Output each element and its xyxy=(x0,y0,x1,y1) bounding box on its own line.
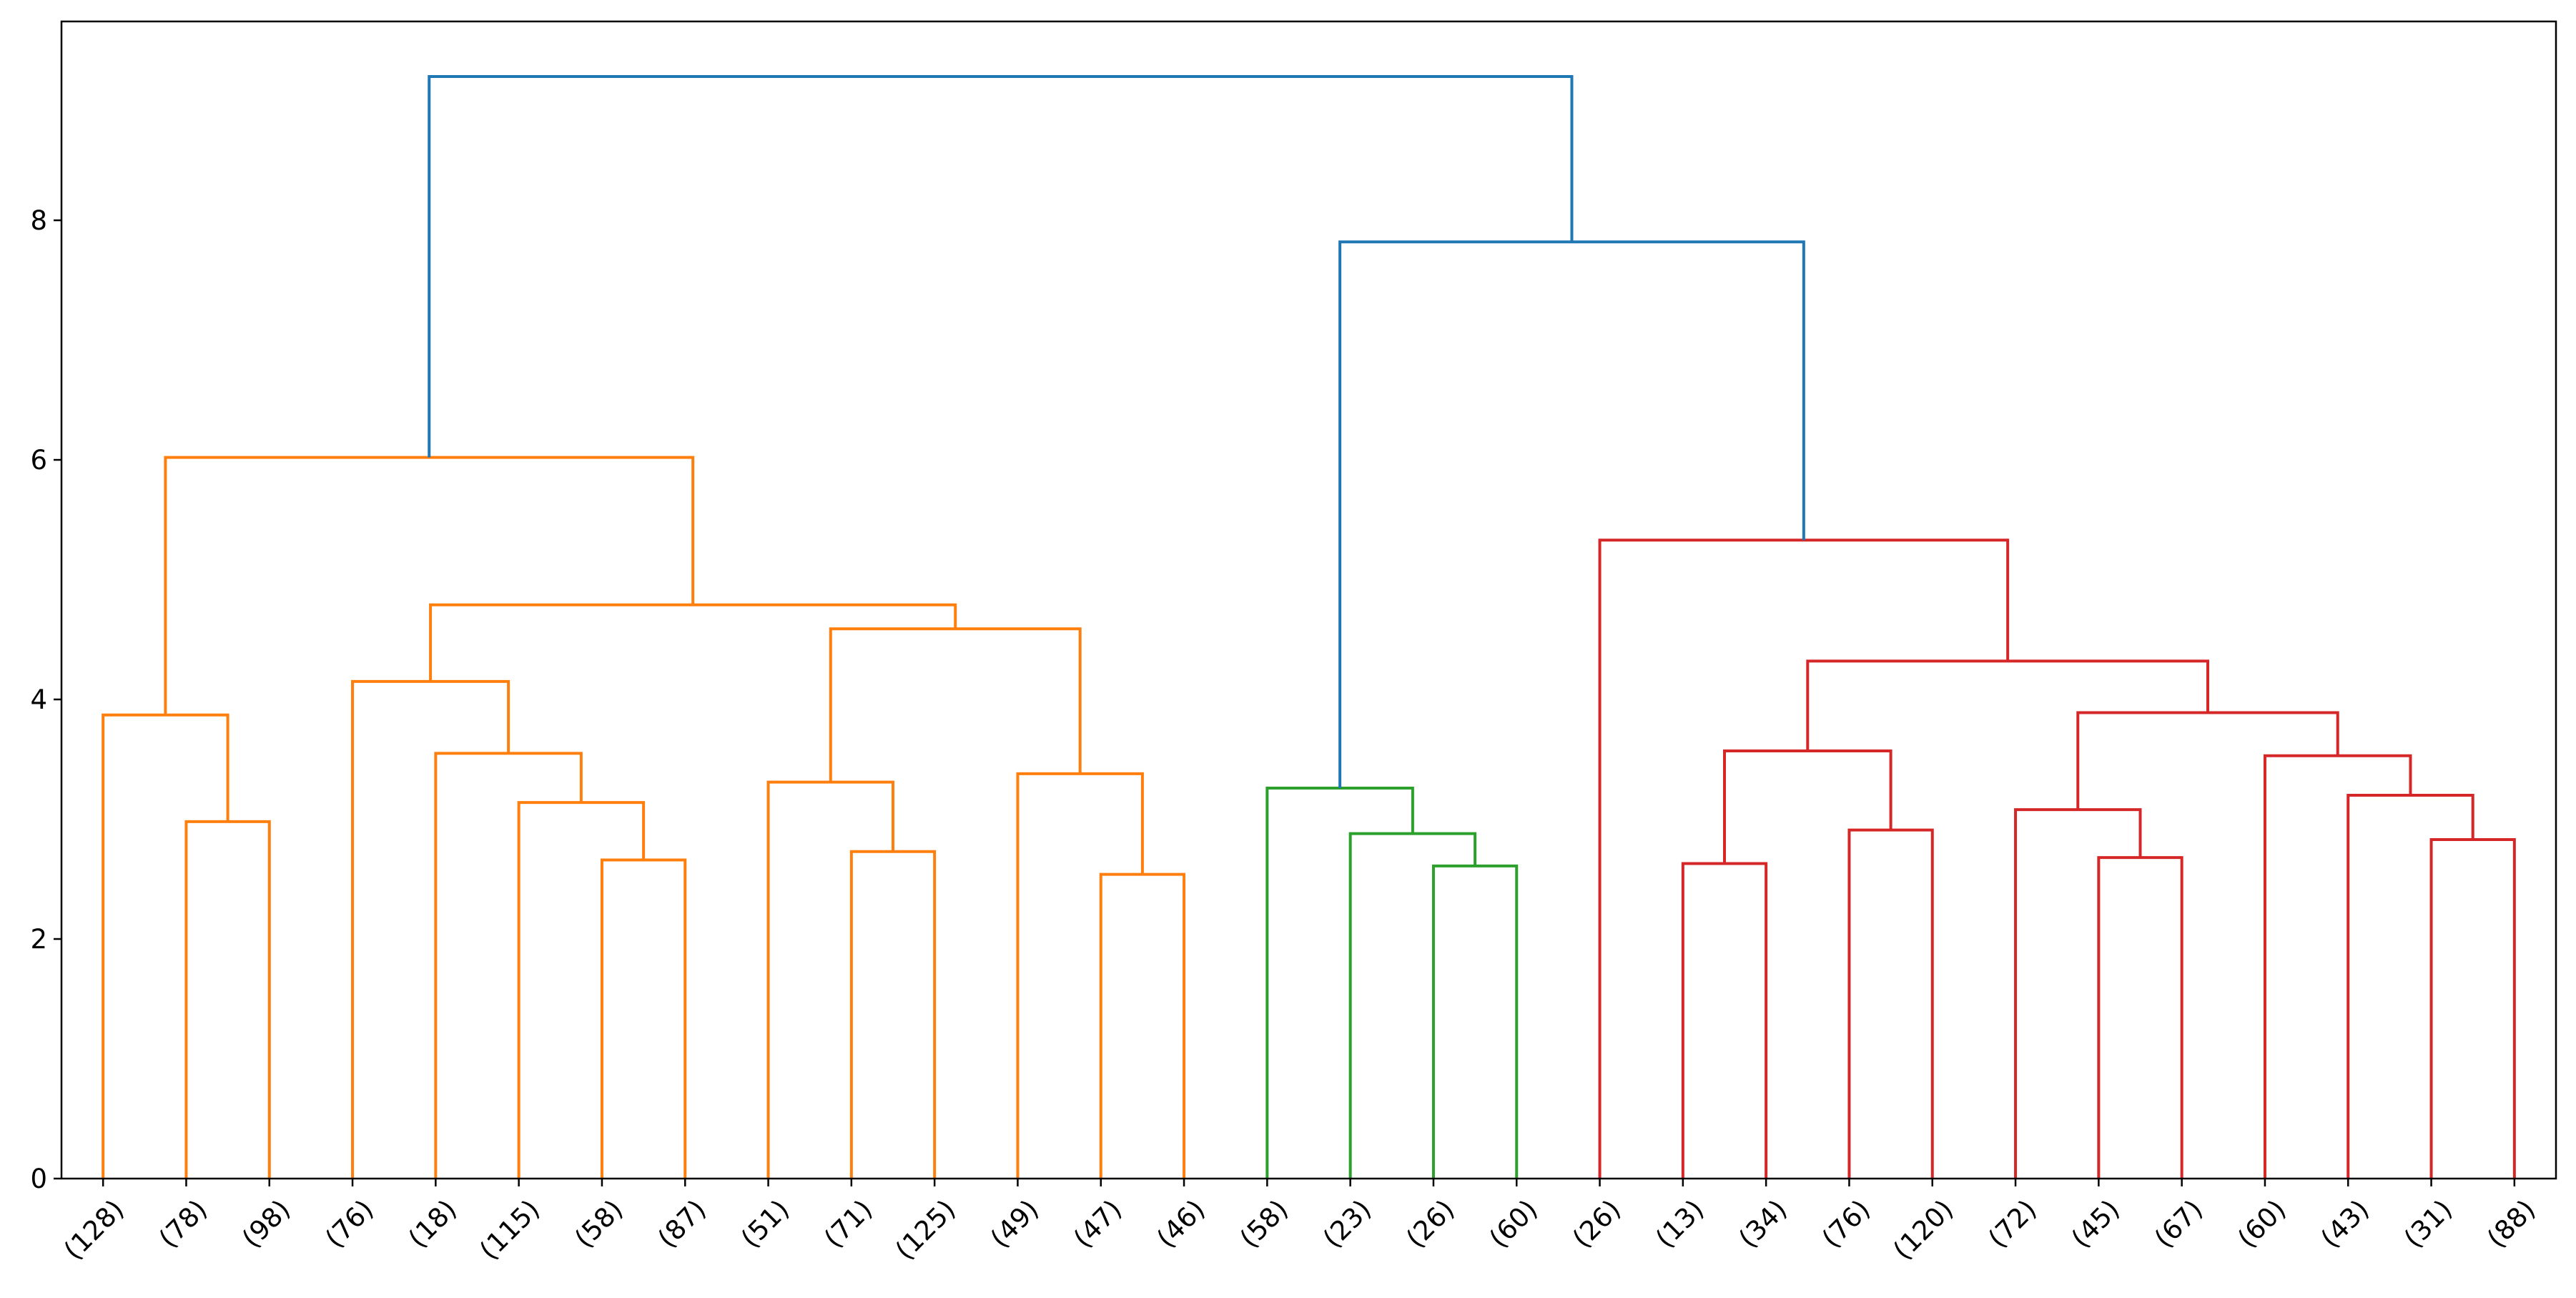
dendrogram-link-6 xyxy=(849,850,937,1179)
y-axis: 0 2 4 6 8 xyxy=(30,205,61,1194)
dendrogram-link-26 xyxy=(1598,539,2010,1179)
dendrogram-links xyxy=(102,75,2516,1179)
dendrogram-link-21 xyxy=(2429,837,2516,1179)
dendrogram-link-3 xyxy=(517,801,646,1179)
y-tick-label: 0 xyxy=(30,1164,47,1194)
dendrogram-link-9 xyxy=(1016,772,1144,1179)
dendrogram-link-28 xyxy=(428,75,1574,458)
y-tick-label: 8 xyxy=(30,205,47,236)
dendrogram-link-11 xyxy=(429,603,957,682)
dendrogram-link-20 xyxy=(2014,808,2142,1179)
y-tick-label: 2 xyxy=(30,924,47,955)
dendrogram-link-22 xyxy=(2346,794,2474,1179)
y-tick-label: 4 xyxy=(30,684,47,715)
dendrogram-link-0 xyxy=(184,820,271,1179)
plot-frame xyxy=(60,20,2557,1180)
y-tick-label: 6 xyxy=(30,445,47,476)
dendrogram-link-10 xyxy=(829,627,1082,782)
dendrogram-link-13 xyxy=(1431,864,1519,1179)
dendrogram-link-15 xyxy=(1265,786,1414,1179)
dendrogram-link-16 xyxy=(1681,862,1768,1179)
